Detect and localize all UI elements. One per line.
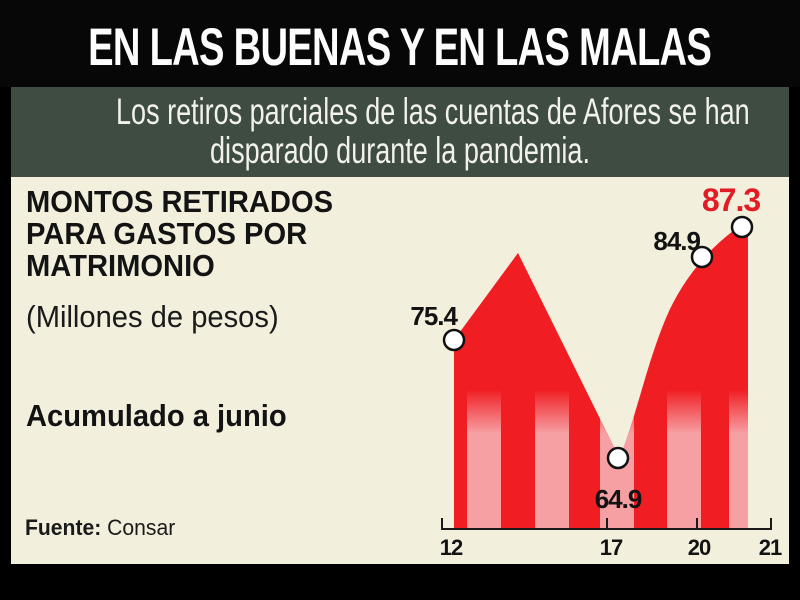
subheader-band: Los retiros parciales de las cuentas de … xyxy=(11,87,789,177)
source-line: Fuente: Consar xyxy=(25,515,175,541)
headline-text: EN LAS BUENAS Y EN LAS MALAS xyxy=(88,18,713,77)
x-axis-label-21: 21 xyxy=(759,535,782,560)
value-label-2021: 87.3 xyxy=(701,182,761,218)
headline-band: EN LAS BUENAS Y EN LAS MALAS xyxy=(0,0,800,87)
x-axis-label-12: 12 xyxy=(440,535,463,560)
value-label-2017: 64.9 xyxy=(594,484,643,514)
panel-unit: (Millones de pesos) xyxy=(26,299,279,334)
panel-title: MONTOS RETIRADOS PARA GASTOS POR MATRIMO… xyxy=(26,186,333,282)
subheader-line-1: Los retiros parciales de las cuentas de … xyxy=(116,91,750,132)
panel-title-line-2: PARA GASTOS POR xyxy=(26,216,308,251)
data-point-marker-2020 xyxy=(690,245,714,269)
value-label-2020: 84.9 xyxy=(653,226,701,256)
panel-title-line-3: MATRIMONIO xyxy=(26,248,215,283)
panel-title-line-1: MONTOS RETIRADOS xyxy=(26,184,334,219)
value-label-2012: 75.4 xyxy=(410,301,458,331)
subheader-line-2: disparado durante la pandemia. xyxy=(210,130,590,171)
source-label: Fuente: xyxy=(25,515,102,540)
data-point-marker-2021 xyxy=(730,215,754,239)
data-point-marker-2012 xyxy=(442,328,466,352)
data-point-marker-2017 xyxy=(606,446,630,470)
source-value: Consar xyxy=(107,515,176,540)
panel-note: Acumulado a junio xyxy=(26,398,287,433)
footer-band xyxy=(0,564,800,600)
x-axis-label-17: 17 xyxy=(600,535,623,560)
x-axis-label-20: 20 xyxy=(688,535,711,560)
withdrawals-area-chart: 12 17 20 21 xyxy=(440,215,783,560)
